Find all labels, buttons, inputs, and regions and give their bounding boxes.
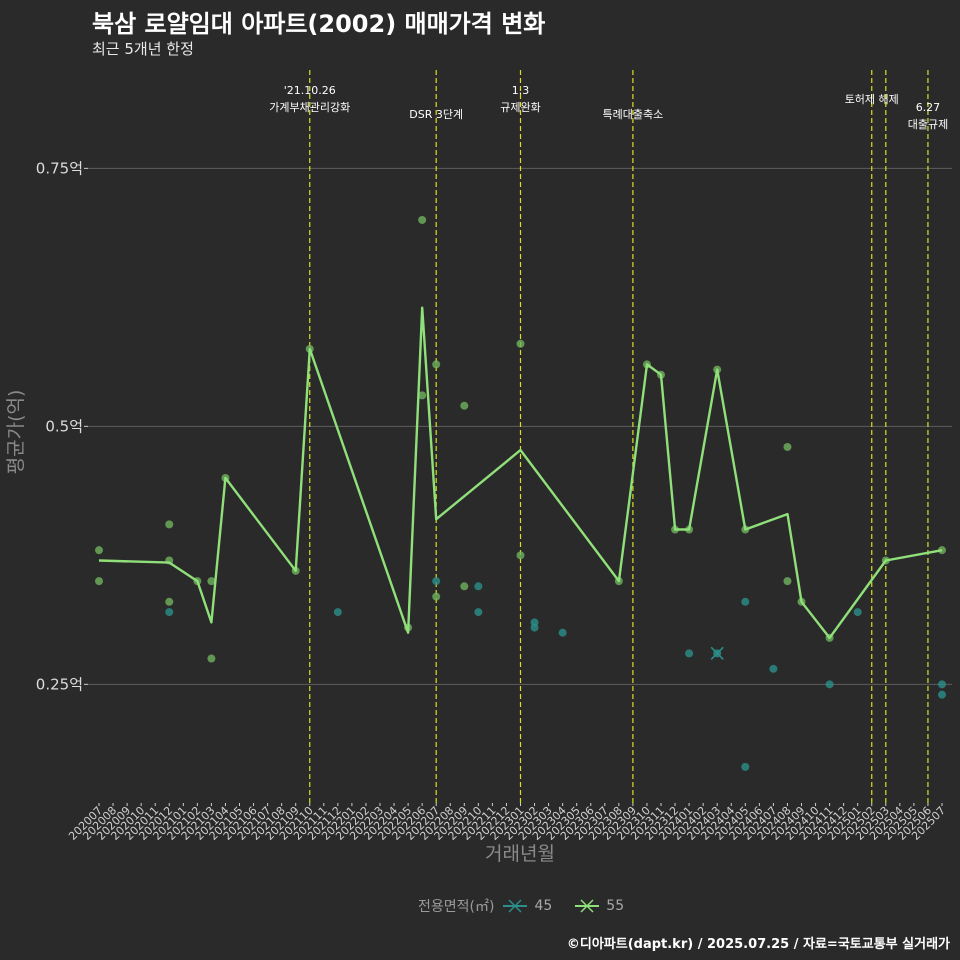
- event-label: 대출규제: [908, 118, 948, 131]
- data-point-55: [207, 654, 216, 663]
- data-point-45: [938, 680, 946, 689]
- data-point-45: [938, 690, 946, 699]
- legend: 전용면적(㎡) 45 55: [418, 896, 624, 916]
- event-label: 토허제 해제: [845, 92, 899, 106]
- data-point-55: [516, 551, 525, 560]
- data-point-55: [516, 339, 525, 348]
- data-point-55: [432, 592, 441, 601]
- data-point-55: [95, 546, 103, 555]
- legend-swatch-45: [503, 899, 528, 913]
- event-label: 특례대출축소: [603, 108, 664, 121]
- data-point-45: [741, 597, 750, 606]
- data-point-55: [432, 360, 441, 369]
- data-point-45: [741, 762, 750, 771]
- data-point-55: [783, 442, 792, 451]
- data-point-55: [418, 215, 427, 224]
- data-point-55: [207, 577, 216, 586]
- data-point-55: [460, 582, 469, 591]
- data-point-55: [165, 520, 174, 529]
- data-point-45: [530, 623, 539, 632]
- chart-subtitle: 최근 5개년 한정: [92, 40, 194, 58]
- y-tick-label: 0.75억: [36, 159, 83, 177]
- data-point-45: [165, 608, 174, 617]
- event-label: 규제완화: [500, 101, 540, 114]
- data-point-55: [938, 546, 946, 555]
- y-tick-label: 0.25억: [36, 675, 83, 693]
- event-label: DSR 3단계: [409, 108, 463, 121]
- event-label: '21.10.26: [284, 84, 336, 97]
- legend-title: 전용면적(㎡): [418, 899, 495, 915]
- legend-label-55: 55: [606, 898, 625, 914]
- series-marker-45: [710, 646, 724, 660]
- source-footer: ©디아파트(dapt.kr) / 2025.07.25 / 자료=국토교통부 실…: [566, 937, 950, 952]
- legend-label-45: 45: [534, 898, 553, 914]
- data-point-55: [783, 577, 792, 586]
- data-point-45: [333, 608, 342, 617]
- data-point-45: [558, 628, 567, 637]
- series-line-55: [98, 306, 943, 640]
- data-point-55: [460, 401, 469, 410]
- data-point-45: [853, 608, 862, 617]
- legend-swatch-55: [575, 899, 600, 913]
- data-point-45: [474, 608, 483, 617]
- data-point-45: [474, 582, 483, 591]
- data-point-45: [685, 649, 694, 658]
- data-point-55: [165, 597, 174, 606]
- x-axis-title: 거래년월: [485, 843, 555, 865]
- chart-title: 북삼 로얄임대 아파트(2002) 매매가격 변화: [92, 10, 546, 38]
- event-label: 1.3: [512, 84, 530, 97]
- data-point-55: [95, 577, 103, 586]
- data-point-45: [432, 577, 441, 586]
- data-point-55: [418, 391, 427, 400]
- y-tick-label: 0.5억: [45, 417, 83, 435]
- data-point-45: [825, 680, 834, 689]
- y-axis-title: 평균가(억): [5, 390, 27, 475]
- event-label: 6.27: [916, 101, 941, 114]
- data-point-45: [769, 664, 778, 673]
- event-label: 가계부채관리강화: [269, 101, 350, 114]
